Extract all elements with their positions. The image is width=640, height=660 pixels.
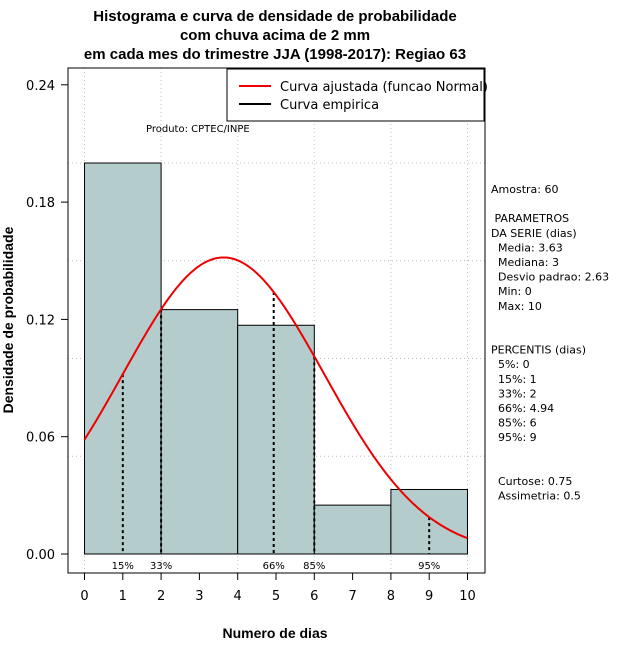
- statistics-line: Media: 3.63: [491, 241, 563, 254]
- percentile-label: 15%: [112, 561, 134, 572]
- statistics-line: [491, 460, 495, 473]
- percentile-lines: [121, 292, 431, 554]
- statistics-line: [491, 329, 495, 342]
- legend-box: [226, 68, 485, 122]
- chart-title: Histograma e curva de densidade de proba…: [84, 8, 466, 63]
- statistics-line: PERCENTIS (dias): [491, 344, 586, 357]
- legend-label-fit: Curva ajustada (funcao Normal): [280, 80, 488, 95]
- x-tick-label: 3: [195, 589, 203, 604]
- normal-fit-curve: [83, 256, 468, 540]
- x-tick-label: 6: [310, 589, 318, 604]
- legend-label-empirical: Curva empirica: [280, 98, 379, 113]
- statistics-panel: Amostra: 60 PARAMETROS DA SERIE (dias) Me…: [491, 183, 609, 503]
- histogram-bars: [84, 162, 468, 555]
- statistics-line: Min: 0: [491, 285, 532, 298]
- percentile-labels: 15% 33% 66% 85% 95%: [112, 561, 441, 572]
- x-tick-label: 1: [119, 589, 127, 604]
- y-tick-label: 0.18: [26, 196, 55, 211]
- statistics-line: 33%: 2: [491, 387, 537, 400]
- legend: Curva ajustada (funcao Normal) Curva emp…: [226, 68, 488, 122]
- x-tick-label: 4: [234, 589, 242, 604]
- statistics-line: Desvio padrao: 2.63: [491, 271, 609, 284]
- x-tick-label: 8: [387, 589, 395, 604]
- x-axis: 0 1 2 3 4 5 6 7 8 9 10: [80, 572, 476, 604]
- y-axis: 0.00 0.06 0.12 0.18 0.24: [26, 79, 69, 563]
- x-axis-title: Numero de dias: [222, 625, 327, 641]
- x-tick-label: 7: [348, 589, 356, 604]
- statistics-line: Amostra: 60: [491, 183, 558, 196]
- y-axis-title: Densidade de probabilidade: [0, 226, 16, 413]
- histogram-bar: [390, 488, 468, 555]
- statistics-line: Mediana: 3: [491, 256, 559, 269]
- x-tick-label: 10: [459, 589, 476, 604]
- x-tick-label: 0: [80, 589, 88, 604]
- x-tick-label: 2: [157, 589, 165, 604]
- product-label: Produto: CPTEC/INPE: [146, 124, 250, 135]
- statistics-line: 85%: 6: [491, 417, 537, 430]
- statistics-line: [491, 198, 495, 211]
- histogram-bar: [160, 309, 239, 555]
- x-tick-label: 9: [425, 589, 433, 604]
- y-tick-label: 0.06: [26, 431, 55, 446]
- percentile-label: 66%: [263, 561, 285, 572]
- statistics-line: Max: 10: [491, 300, 542, 313]
- statistics-line: 95%: 9: [491, 431, 537, 444]
- statistics-line: 15%: 1: [491, 373, 537, 386]
- y-tick-label: 0.24: [26, 79, 55, 94]
- y-tick-label: 0.00: [26, 548, 55, 563]
- statistics-line: Assimetria: 0.5: [491, 490, 581, 503]
- histogram-bar: [237, 324, 315, 555]
- statistics-line: PARAMETROS: [491, 212, 569, 225]
- statistics-line: DA SERIE (dias): [491, 227, 577, 240]
- statistics-line: [491, 446, 495, 459]
- statistics-line: Curtose: 0.75: [491, 475, 572, 488]
- histogram-bar: [313, 504, 392, 555]
- title-line-2: com chuva acima de 2 mm: [180, 27, 370, 44]
- x-tick-label: 5: [272, 589, 280, 604]
- statistics-line: 66%: 4.94: [491, 402, 554, 415]
- percentile-label: 85%: [303, 561, 325, 572]
- title-line-3: em cada mes do trimestre JJA (1998-2017)…: [84, 46, 466, 63]
- title-line-1: Histograma e curva de densidade de proba…: [93, 8, 456, 25]
- percentile-label: 33%: [150, 561, 172, 572]
- percentile-label: 95%: [418, 561, 440, 572]
- statistics-line: [491, 314, 495, 327]
- y-tick-label: 0.12: [26, 313, 55, 328]
- statistics-line: 5%: 0: [491, 358, 530, 371]
